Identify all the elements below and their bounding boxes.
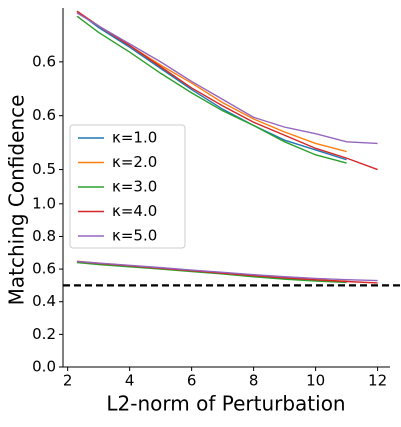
y-tick-label: 0.4 (32, 292, 56, 310)
x-tick-label: 12 (368, 372, 387, 390)
x-tick-label: 6 (187, 372, 197, 390)
x-tick-label: 4 (125, 372, 135, 390)
legend-label: κ=4.0 (112, 202, 157, 220)
y-tick-label: 0.6 (32, 106, 56, 124)
y-tick-label: 0.6 (32, 260, 56, 278)
x-axis-label: L2-norm of Perturbation (106, 392, 345, 416)
x-tick-label: 8 (249, 372, 259, 390)
series-line (76, 12, 378, 145)
y-axis-label: Matching Confidence (5, 95, 29, 306)
series-line (76, 10, 378, 171)
series-line (76, 10, 347, 161)
series-line (76, 261, 347, 284)
y-tick-label: 0.2 (32, 325, 56, 343)
y-tick-label: 0.8 (32, 227, 56, 245)
legend-label: κ=2.0 (112, 153, 157, 171)
y-tick-label: 0.6 (32, 52, 56, 70)
y-tick-label: 1.0 (32, 194, 56, 212)
legend-label: κ=3.0 (112, 178, 157, 196)
series-line (76, 15, 347, 164)
x-tick-label: 2 (63, 372, 73, 390)
legend-label: κ=1.0 (112, 129, 157, 147)
x-tick-label: 10 (306, 372, 325, 390)
legend-label: κ=5.0 (112, 227, 157, 245)
y-tick-label: 0.0 (32, 358, 56, 376)
legend-box (69, 124, 186, 249)
series-line (76, 260, 378, 282)
y-tick-label: 0.5 (32, 160, 56, 178)
